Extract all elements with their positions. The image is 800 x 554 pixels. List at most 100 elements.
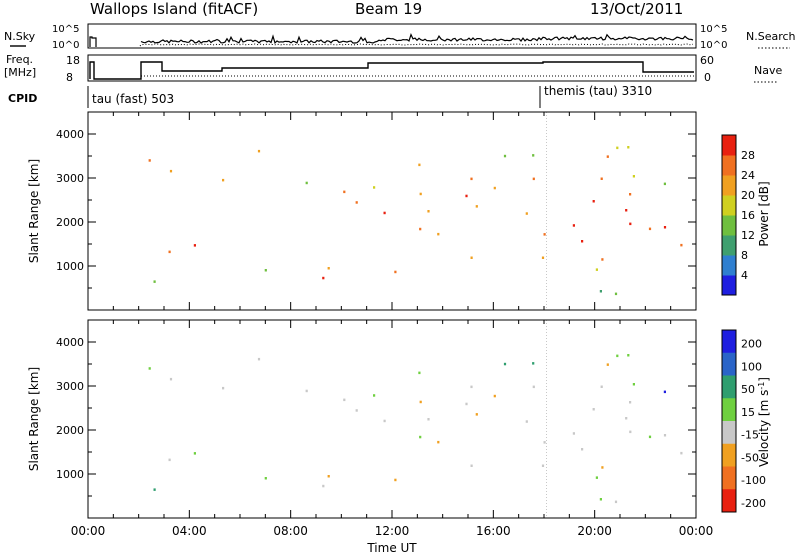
power-colorbar-swatch (722, 175, 736, 196)
power-colorbar-label: Power [dB] (757, 181, 771, 246)
y-tick-label: 3000 (56, 380, 84, 393)
power-echo-cell (601, 258, 604, 261)
velocity-colorbar-tick: 200 (741, 338, 762, 351)
nsky-trace (89, 32, 694, 47)
velocity-data-layer (148, 320, 683, 518)
power-echo-cell (437, 232, 440, 236)
power-echo-cell (465, 194, 468, 198)
power-colorbar-tick: 12 (741, 229, 755, 242)
power-echo-cell (355, 201, 358, 204)
velocity-echo-cell (581, 448, 584, 451)
velocity-colorbar-tick: -100 (741, 474, 766, 487)
velocity-echo-cell (148, 367, 151, 370)
power-colorbar-tick: 24 (741, 169, 755, 182)
velocity-echo-cell (680, 451, 683, 455)
velocity-echo-cell (437, 440, 440, 444)
power-colorbar-swatch (722, 275, 736, 296)
power-echo-cell (614, 292, 618, 296)
velocity-echo-cell (193, 452, 196, 455)
cpid-panel: CPID tau (fast) 503 themis (tau) 3310 (8, 84, 652, 108)
power-echo-cell (168, 250, 171, 254)
power-colorbar-swatch (722, 255, 736, 276)
velocity-echo-cell (427, 418, 430, 421)
power-echo-cell (322, 276, 325, 280)
power-echo-cell (394, 270, 397, 274)
velocity-echo-cell (541, 464, 545, 467)
velocity-colorbar-swatch (722, 421, 736, 445)
nsky-right-tick-top: 10^5 (700, 24, 727, 35)
velocity-echo-cell (355, 409, 358, 412)
freq-label: Freq. (6, 53, 33, 66)
power-y-axis: 1000 2000 3000 4000 (56, 111, 696, 289)
power-echo-cell (532, 177, 535, 181)
power-echo-cell (264, 269, 267, 272)
cpid-program-1: tau (fast) 503 (92, 92, 174, 106)
date-title: 13/Oct/2011 (590, 0, 683, 18)
power-colorbar-tick: 8 (741, 249, 748, 262)
x-tick-label: 04:00 (172, 524, 207, 538)
velocity-echo-cell (632, 383, 635, 386)
nsearch-trace (139, 43, 694, 47)
power-echo-cell (148, 159, 151, 162)
velocity-echo-cell (595, 476, 598, 479)
velocity-echo-cell (418, 371, 421, 375)
power-echo-cell (648, 227, 652, 231)
power-echo-cell (532, 154, 535, 157)
power-echo-cell (475, 205, 478, 208)
velocity-echo-cell (663, 390, 666, 394)
power-colorbar-swatch (722, 195, 736, 216)
velocity-echo-cell (629, 430, 632, 434)
velocity-colorbar-swatch (722, 330, 736, 354)
velocity-echo-cell (475, 413, 478, 416)
y-tick-label: 3000 (56, 172, 84, 185)
velocity-echo-cell (305, 389, 308, 393)
power-echo-cell (581, 240, 584, 243)
velocity-echo-cell (592, 408, 595, 411)
power-echo-cell (427, 210, 430, 213)
freq-left-tick-top: 18 (66, 54, 80, 67)
velocity-echo-cell (169, 377, 173, 381)
power-echo-cell (418, 163, 421, 167)
velocity-echo-cell (470, 385, 473, 389)
freq-right-tick-top: 60 (700, 54, 714, 67)
power-y-axis-label: Slant Range [km] (27, 159, 41, 263)
velocity-echo-cell (629, 401, 632, 404)
time-axis-labels: 00:00 04:00 08:00 12:00 16:00 20:00 00:00 (71, 524, 714, 538)
velocity-echo-cell (625, 417, 628, 420)
x-tick-label: 00:00 (679, 524, 714, 538)
power-colorbar-tick: 20 (741, 189, 755, 202)
nsky-right-tick-bottom: 10^0 (700, 40, 727, 51)
power-echo-cell (525, 212, 528, 215)
velocity-colorbar-swatch (722, 352, 736, 376)
power-colorbar-tick: 16 (741, 209, 755, 222)
velocity-echo-cell (419, 400, 422, 404)
velocity-echo-cell (614, 500, 618, 504)
velocity-echo-cell (648, 435, 652, 439)
power-echo-cell (383, 211, 386, 215)
power-echo-cell (680, 243, 683, 247)
power-colorbar-swatch (722, 215, 736, 236)
power-echo-cell (629, 222, 632, 226)
velocity-echo-cell (606, 363, 609, 366)
velocity-echo-cell (663, 434, 667, 437)
velocity-colorbar-tick: 100 (741, 360, 762, 373)
x-tick-label: 20:00 (577, 524, 612, 538)
y-tick-label: 2000 (56, 216, 84, 229)
velocity-colorbar: 200 100 50 15 -15 -50 -100 -200 Velocity [m s-1… (721, 329, 771, 513)
power-colorbar-swatch (722, 135, 736, 156)
velocity-echo-cell (373, 394, 376, 397)
x-tick-label: 00:00 (71, 524, 106, 538)
nsky-label: N.Sky (4, 30, 36, 43)
power-echo-cell (419, 192, 422, 196)
x-tick-label: 12:00 (375, 524, 410, 538)
power-echo-cell (493, 186, 496, 190)
power-echo-cell (592, 200, 595, 203)
power-echo-cell (543, 233, 546, 236)
power-echo-cell (627, 146, 630, 149)
y-tick-label: 4000 (56, 128, 84, 141)
velocity-echo-cell (503, 362, 507, 366)
power-colorbar: 4 8 12 16 20 24 28 Power [dB] (721, 134, 771, 296)
y-tick-label: 4000 (56, 336, 84, 349)
freq-unit-label: [MHz] (4, 66, 36, 79)
velocity-echo-cell (525, 420, 528, 423)
